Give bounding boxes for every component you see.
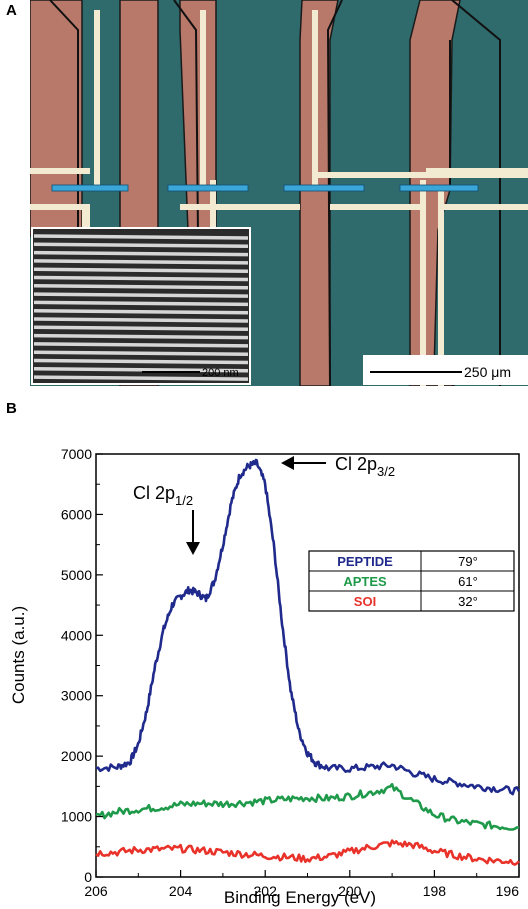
peak-annotation-1: Cl 2p1/2	[133, 483, 200, 555]
nanowire-stripe	[33, 308, 249, 315]
plot-frame	[95, 453, 520, 878]
main-scale-group: 250 μm	[363, 355, 528, 385]
nanowire-stripe	[33, 275, 249, 282]
peak-2-arrowhead	[281, 456, 294, 470]
legend-angle-peptide: 79°	[458, 554, 478, 569]
nanowire-stripe	[33, 234, 249, 240]
nanowire-stripe	[33, 342, 249, 348]
nanowire-stripe	[33, 292, 249, 298]
nanowire-stripe	[33, 317, 249, 323]
nanowire-stripe	[33, 259, 249, 265]
panel-a-label: A	[6, 2, 17, 19]
panel-b-label: B	[6, 400, 17, 417]
x-axis-label: Binding Energy (eV)	[224, 888, 376, 907]
nanowire-stripe	[33, 250, 249, 257]
device-micrograph: 200 nm 250 μm	[30, 0, 528, 386]
electrode-1	[30, 0, 83, 237]
y-tick-label: 5000	[61, 567, 92, 583]
x-tick-label: 206	[84, 883, 108, 899]
y-tick-label: 1000	[61, 809, 92, 825]
y-tick-label: 7000	[61, 446, 92, 462]
legend-table: PEPTIDE 79° APTES 61° SOI 32°	[308, 550, 515, 612]
nanowire-marker-3	[283, 184, 365, 192]
y-tick-label: 3000	[61, 688, 92, 704]
plot-border	[95, 453, 520, 878]
y-tick-label: 0	[84, 869, 92, 885]
nanowire-marker-2	[167, 184, 249, 192]
legend-name-soi: SOI	[354, 594, 376, 609]
x-tick-label: 204	[169, 883, 193, 899]
nanowire-stripe	[33, 267, 249, 273]
nanowire-stripe	[33, 242, 249, 249]
x-tick-label: 202	[254, 883, 278, 899]
sem-inset: 200 nm	[31, 227, 251, 385]
nanowire-marker-4	[399, 184, 479, 192]
nanowire-markers	[51, 184, 479, 192]
legend-name-peptide: PEPTIDE	[337, 554, 393, 569]
nanowire-stripe	[33, 358, 249, 365]
peak-1-label: Cl 2p	[133, 483, 175, 503]
peak-annotation-2: Cl 2p3/2	[281, 454, 395, 479]
y-tick-label: 2000	[61, 748, 92, 764]
legend-angle-aptes: 61°	[458, 574, 478, 589]
nanowire-stripe	[33, 300, 249, 307]
main-scale-label: 250 μm	[464, 364, 511, 380]
nanowire-marker-1	[51, 184, 129, 192]
x-tick-label: 200	[338, 883, 362, 899]
inset-scale-label: 200 nm	[202, 367, 239, 379]
series-line-peptide	[95, 458, 521, 796]
peak-2-label: Cl 2p	[335, 454, 377, 474]
nanowire-stripe	[33, 367, 249, 373]
nanowire-stripe	[33, 325, 249, 332]
legend-angle-soi: 32°	[458, 594, 478, 609]
tick-layer: 0 1000 2000 3000 4000 5000 6000 7000 206 204 202 20…	[61, 446, 520, 899]
svg-text:Cl 2p1/2: Cl 2p1/2	[133, 483, 193, 508]
legend-name-aptes: APTES	[343, 574, 387, 589]
x-tick-label: 198	[423, 883, 447, 899]
trace-outlines	[49, 0, 501, 386]
wire-group	[30, 10, 528, 386]
nanowire-stripe	[33, 333, 249, 340]
nanowire-stripe	[33, 350, 249, 356]
nanowire-stripe	[33, 375, 249, 381]
y-tick-label: 4000	[61, 627, 92, 643]
peak-2-sub: 3/2	[377, 464, 395, 479]
peak-1-arrowhead	[186, 542, 200, 555]
series-layer	[95, 458, 521, 866]
nanowire-stripe	[33, 284, 249, 290]
series-line-aptes	[95, 782, 519, 831]
svg-text:Cl 2p3/2: Cl 2p3/2	[335, 454, 395, 479]
y-tick-label: 6000	[61, 506, 92, 522]
x-tick-label: 196	[496, 883, 520, 899]
y-axis-label: Counts (a.u.)	[9, 606, 28, 704]
peak-1-sub: 1/2	[175, 493, 193, 508]
series-line-soi	[95, 839, 520, 866]
